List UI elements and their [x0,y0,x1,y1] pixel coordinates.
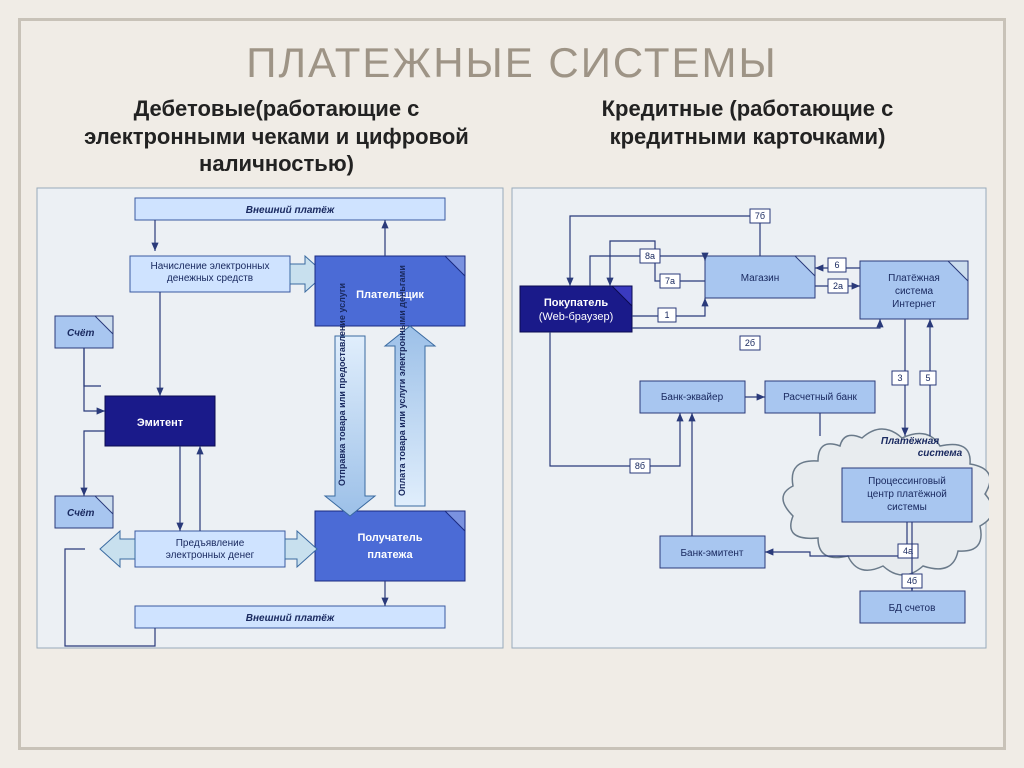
schet2-label: Счёт [67,508,94,519]
nachislenie-l1: Начисление электронных [151,261,270,272]
bankemit-label: Банк-эмитент [680,548,743,559]
lbl-5: 5 [926,373,931,383]
lbl-8a: 8а [645,251,655,261]
pokupatel-box [520,286,632,332]
platsys-l3: Интернет [892,299,936,310]
slide-frame: ПЛАТЕЖНЫЕ СИСТЕМЫ Дебетовые(работающие с… [18,18,1006,750]
proc-l3: системы [887,502,927,513]
ext-pay-top-label: Внешний платёж [246,205,335,216]
poluchatel-box [315,511,465,581]
lbl-4b: 4б [907,576,917,586]
left-diagram: Внешний платёж Начисление электронных де… [35,186,504,656]
poluchatel-l2: платежа [367,549,413,561]
pokupatel-l1: Покупатель [544,297,609,309]
platsys-l2: система [895,286,933,297]
lbl-7a: 7а [665,276,675,286]
pred-l1: Предъявление [176,538,245,549]
bd-label: БД счетов [889,603,936,614]
subtitle-row: Дебетовые(работающие с электронными чека… [21,95,1003,178]
magazin-label: Магазин [741,273,780,284]
nachislenie-l2: денежных средств [167,273,253,284]
right-diagram: Покупатель (Web-браузер) Магазин Платёжн… [510,186,989,656]
lbl-3: 3 [898,373,903,383]
proc-l1: Процессинговый [868,476,946,487]
diagrams-row: Внешний платёж Начисление электронных де… [21,178,1003,656]
pred-l2: электронных денег [166,550,255,561]
bankekv-label: Банк-эквайер [661,392,724,403]
lbl-2b: 2б [745,338,755,348]
poluchatel-l1: Получатель [357,532,422,544]
schet1-label: Счёт [67,328,94,339]
pred-box [135,531,285,567]
lbl-2a: 2а [833,281,843,291]
ext-pay-bot-label: Внешний платёж [246,613,335,624]
lbl-7b: 7б [755,211,765,221]
vlabel-otp: Отправка товара или предоставление услуг… [337,283,347,486]
raschet-label: Расчетный банк [783,391,857,403]
cloud-l2: система [918,448,963,459]
right-heading: Кредитные (работающие с кредитными карто… [540,95,954,178]
platsys-l1: Платёжная [888,273,940,284]
cloud-l1: Платёжная [881,436,939,447]
slide-title: ПЛАТЕЖНЫЕ СИСТЕМЫ [21,39,1003,87]
lbl-6: 6 [835,260,840,270]
emitent-label: Эмитент [137,417,184,429]
lbl-1: 1 [665,310,670,320]
left-heading: Дебетовые(работающие с электронными чека… [69,95,483,178]
lbl-8b: 8б [635,461,645,471]
vlabel-opl: Оплата товара или услуги электронными де… [397,265,407,496]
platelshik-label: Плательщик [356,289,424,301]
proc-l2: центр платёжной [867,489,947,500]
pokupatel-l2: (Web-браузер) [539,311,613,323]
